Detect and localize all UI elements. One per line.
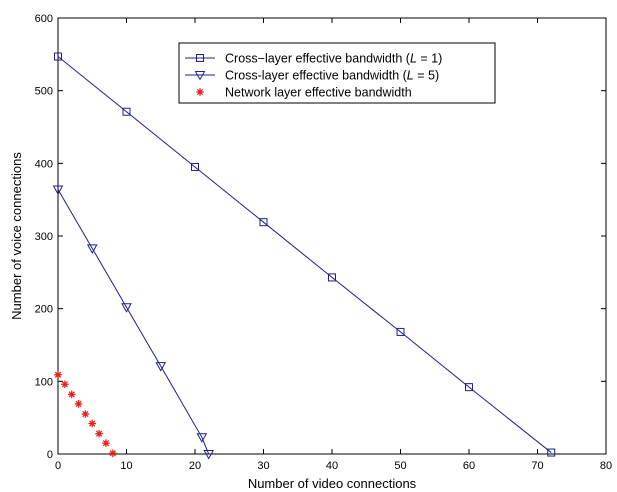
legend: Cross−layer effective bandwidth (L = 1) C… [178, 42, 496, 104]
data-point-square [191, 162, 199, 171]
x-tick-label: 80 [600, 460, 612, 472]
data-point-square [465, 383, 473, 392]
legend-entry: Network layer effective bandwidth [225, 86, 412, 100]
data-point-asterisk [81, 410, 90, 418]
x-tick-label: 50 [394, 460, 406, 472]
y-tick-label: 300 [35, 231, 53, 243]
data-point-asterisk [95, 429, 103, 438]
series-1 [54, 52, 556, 457]
data-point-asterisk [196, 88, 204, 96]
y-axis-label: Number of voice connections [9, 152, 24, 320]
y-tick-label: 500 [35, 86, 53, 98]
x-tick-label: 0 [55, 460, 61, 472]
data-point-asterisk [102, 439, 110, 447]
series-layer [52, 52, 556, 460]
data-point-triangle [52, 185, 64, 196]
data-point-square [259, 218, 268, 227]
series-2 [52, 185, 215, 460]
x-tick-label: 10 [120, 460, 132, 472]
data-point-square [396, 327, 405, 336]
y-tick-label: 100 [35, 376, 53, 388]
data-point-asterisk [109, 449, 117, 458]
data-point-triangle [196, 433, 208, 443]
data-point-square [328, 273, 336, 282]
data-point-square [122, 107, 131, 116]
x-axis-label: Number of video connections [248, 476, 417, 491]
legend-entry: Cross−layer effective bandwidth (L = 1) [225, 52, 442, 66]
legend-box [178, 42, 496, 104]
y-tick-label: 400 [35, 158, 53, 170]
data-point-square [196, 54, 204, 62]
data-point-triangle [203, 450, 215, 460]
series-3 [54, 370, 117, 458]
axis-ticks: 0 10 20 30 40 50 60 70 80 0 100 200 300 400 500 600 [35, 13, 612, 472]
y-tick-label: 0 [47, 449, 53, 461]
data-point-asterisk [54, 370, 62, 379]
y-tick-label: 200 [35, 304, 53, 316]
legend-entry: Cross-layer effective bandwidth (L = 5) [225, 69, 439, 83]
data-point-square [54, 52, 62, 61]
data-point-triangle [194, 71, 206, 81]
data-point-triangle [155, 362, 167, 372]
data-point-asterisk [61, 380, 69, 389]
data-point-square [547, 448, 556, 457]
data-point-triangle [121, 303, 132, 313]
series-line [57, 56, 552, 453]
x-tick-label: 40 [326, 460, 338, 472]
x-tick-label: 30 [257, 460, 269, 472]
x-tick-label: 20 [189, 460, 201, 472]
legend-items: Cross−layer effective bandwidth (L = 1) C… [185, 52, 442, 100]
data-point-asterisk [67, 390, 76, 399]
data-point-asterisk [88, 419, 97, 428]
x-tick-label: 70 [531, 460, 543, 472]
data-point-triangle [86, 244, 98, 254]
y-tick-label: 600 [35, 13, 53, 25]
data-point-asterisk [74, 400, 83, 408]
x-tick-label: 60 [463, 460, 475, 472]
